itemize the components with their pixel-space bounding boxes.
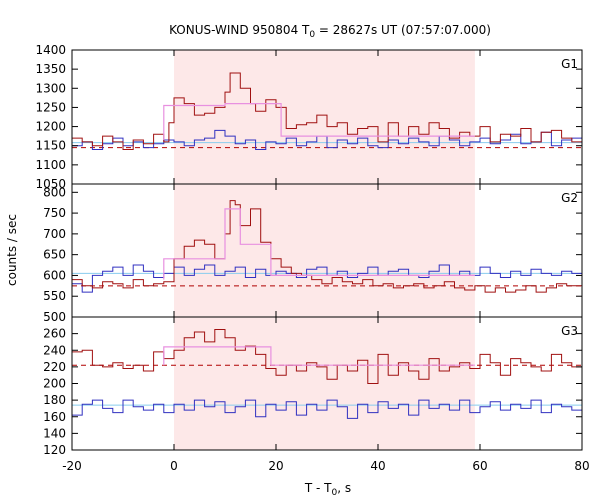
red-series-step: [72, 200, 582, 293]
blue-series-step: [72, 129, 582, 150]
highlight-interval: [174, 184, 475, 317]
y-tick-label: 1050: [35, 177, 66, 191]
y-axis-label: counts / sec: [5, 214, 19, 286]
y-tick-label: 700: [43, 227, 66, 241]
x-tick-label: 80: [574, 459, 589, 473]
y-tick-label: 550: [43, 289, 66, 303]
y-tick-label: 220: [43, 360, 66, 374]
highlight-interval: [174, 317, 475, 450]
blue-series-step: [72, 264, 582, 293]
y-tick-label: 1200: [35, 120, 66, 134]
y-tick-label: 750: [43, 206, 66, 220]
pink-fit-step: [163, 103, 475, 140]
panel-label: G2: [561, 191, 578, 205]
y-tick-label: 1350: [35, 62, 66, 76]
x-tick-label: 20: [268, 459, 283, 473]
y-tick-label: 800: [43, 185, 66, 199]
x-axis-label: T - T0, s: [304, 481, 351, 498]
y-tick-label: 500: [43, 310, 66, 324]
y-tick-label: 650: [43, 248, 66, 262]
y-tick-label: 120: [43, 443, 66, 457]
panel-g3: 120 140 160 180 200 220 240 260 G3: [43, 316, 583, 457]
panel-label: G1: [561, 57, 578, 71]
x-tick-labels: -20 0 20 40 60 80: [62, 459, 589, 473]
panel-label: G3: [561, 324, 578, 338]
y-tick-label: 240: [43, 343, 66, 357]
y-tick-label: 160: [43, 410, 66, 424]
y-tick-label: 260: [43, 327, 66, 341]
y-tick-label: 1100: [35, 158, 66, 172]
y-tick-label: 1250: [35, 100, 66, 114]
y-tick-label: 200: [43, 377, 66, 391]
panels: 1050 1100 1150 1200 1250 1300 1350 1400 G1 500 550…: [35, 43, 583, 457]
y-tick-label: 140: [43, 426, 66, 440]
panel-g1: 1050 1100 1150 1200 1250 1300 1350 1400 G1: [35, 43, 583, 191]
y-tick-label: 1400: [35, 43, 66, 57]
x-tick-label: -20: [62, 459, 82, 473]
y-tick-label: 180: [43, 393, 66, 407]
y-tick-label: 1300: [35, 81, 66, 95]
x-tick-label: 0: [170, 459, 178, 473]
y-tick-label: 1150: [35, 139, 66, 153]
pink-fit-step: [163, 346, 475, 366]
x-tick-label: 60: [472, 459, 487, 473]
red-series-step: [72, 329, 582, 384]
blue-series-step: [72, 399, 582, 419]
highlight-interval: [174, 50, 475, 184]
pink-fit-step: [163, 208, 475, 280]
chart-title: KONUS-WIND 950804 T0 = 28627s UT (07:57:…: [169, 23, 491, 40]
x-tick-label: 40: [370, 459, 385, 473]
panel-g2: 500 550 600 650 700 750 800 G2: [43, 183, 583, 324]
y-tick-label: 600: [43, 268, 66, 282]
